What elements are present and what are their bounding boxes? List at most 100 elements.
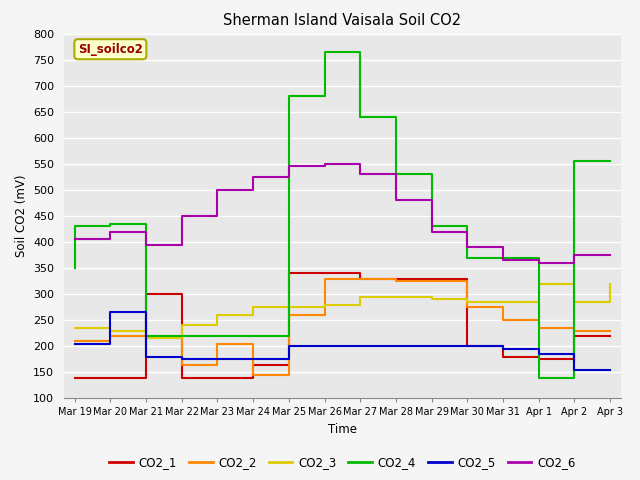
CO2_1 bbox=[535, 357, 543, 362]
CO2_5 bbox=[606, 367, 614, 372]
CO2_4 bbox=[321, 49, 328, 55]
CO2_1 bbox=[285, 270, 292, 276]
CO2_3 bbox=[463, 299, 471, 305]
CO2_4 bbox=[535, 255, 543, 261]
CO2_4 bbox=[71, 265, 79, 271]
CO2_6 bbox=[178, 213, 186, 219]
CO2_2 bbox=[142, 333, 150, 339]
CO2_4 bbox=[71, 224, 79, 229]
CO2_6 bbox=[499, 257, 507, 263]
CO2_4 bbox=[535, 375, 543, 381]
CO2_1 bbox=[499, 354, 507, 360]
CO2_4 bbox=[285, 93, 292, 99]
CO2_6 bbox=[250, 174, 257, 180]
CO2_2 bbox=[178, 336, 186, 341]
CO2_4 bbox=[106, 221, 114, 227]
CO2_3 bbox=[71, 325, 79, 331]
CO2_1 bbox=[463, 343, 471, 349]
CO2_4 bbox=[428, 224, 435, 229]
CO2_3 bbox=[178, 323, 186, 328]
CO2_1 bbox=[71, 375, 79, 381]
CO2_5 bbox=[178, 357, 186, 362]
CO2_2 bbox=[106, 333, 114, 339]
CO2_4 bbox=[178, 333, 186, 339]
CO2_5 bbox=[71, 341, 79, 347]
CO2_1 bbox=[428, 276, 435, 281]
CO2_2 bbox=[606, 328, 614, 334]
CO2_2 bbox=[392, 278, 400, 284]
CO2_1 bbox=[570, 333, 578, 339]
Text: SI_soilco2: SI_soilco2 bbox=[78, 43, 143, 56]
CO2_5 bbox=[499, 346, 507, 352]
CO2_5 bbox=[356, 343, 364, 349]
CO2_2 bbox=[142, 336, 150, 341]
CO2_1 bbox=[606, 333, 614, 339]
CO2_1 bbox=[250, 361, 257, 367]
CO2_5 bbox=[463, 343, 471, 349]
CO2_3 bbox=[535, 281, 543, 287]
CO2_1 bbox=[142, 291, 150, 297]
CO2_3 bbox=[321, 302, 328, 308]
CO2_2 bbox=[570, 328, 578, 334]
CO2_4 bbox=[214, 333, 221, 339]
CO2_3 bbox=[428, 297, 435, 302]
CO2_3 bbox=[499, 299, 507, 305]
CO2_4 bbox=[285, 333, 292, 339]
CO2_6 bbox=[570, 252, 578, 258]
Line: CO2_2: CO2_2 bbox=[75, 278, 610, 375]
CO2_3 bbox=[250, 304, 257, 310]
CO2_6 bbox=[106, 229, 114, 235]
CO2_6 bbox=[463, 244, 471, 250]
CO2_2 bbox=[285, 312, 292, 318]
CO2_5 bbox=[321, 343, 328, 349]
CO2_4 bbox=[356, 114, 364, 120]
CO2_5 bbox=[570, 367, 578, 372]
CO2_6 bbox=[392, 197, 400, 203]
CO2_2 bbox=[250, 372, 257, 378]
CO2_3 bbox=[142, 336, 150, 341]
Y-axis label: Soil CO2 (mV): Soil CO2 (mV) bbox=[15, 175, 28, 257]
CO2_4 bbox=[499, 255, 507, 261]
CO2_4 bbox=[606, 158, 614, 164]
CO2_2 bbox=[356, 276, 364, 281]
CO2_3 bbox=[285, 304, 292, 310]
CO2_5 bbox=[250, 357, 257, 362]
CO2_6 bbox=[428, 229, 435, 235]
CO2_4 bbox=[142, 333, 150, 339]
Legend: CO2_1, CO2_2, CO2_3, CO2_4, CO2_5, CO2_6: CO2_1, CO2_2, CO2_3, CO2_4, CO2_5, CO2_6 bbox=[104, 452, 580, 474]
CO2_2 bbox=[178, 361, 186, 367]
CO2_1 bbox=[178, 375, 186, 381]
CO2_2 bbox=[321, 276, 328, 281]
CO2_5 bbox=[392, 343, 400, 349]
Line: CO2_5: CO2_5 bbox=[75, 312, 610, 370]
CO2_6 bbox=[606, 252, 614, 258]
CO2_3 bbox=[392, 294, 400, 300]
CO2_4 bbox=[570, 158, 578, 164]
CO2_2 bbox=[214, 341, 221, 347]
CO2_1 bbox=[392, 276, 400, 281]
CO2_6 bbox=[142, 242, 150, 248]
X-axis label: Time: Time bbox=[328, 423, 357, 436]
CO2_6 bbox=[535, 260, 543, 266]
Line: CO2_6: CO2_6 bbox=[75, 164, 610, 263]
CO2_2 bbox=[71, 338, 79, 344]
CO2_3 bbox=[356, 294, 364, 300]
CO2_6 bbox=[214, 187, 221, 193]
CO2_3 bbox=[214, 312, 221, 318]
CO2_6 bbox=[356, 171, 364, 177]
CO2_6 bbox=[285, 164, 292, 169]
CO2_2 bbox=[428, 278, 435, 284]
CO2_4 bbox=[250, 333, 257, 339]
CO2_5 bbox=[428, 343, 435, 349]
CO2_4 bbox=[392, 171, 400, 177]
Line: CO2_1: CO2_1 bbox=[75, 273, 610, 378]
Title: Sherman Island Vaisala Soil CO2: Sherman Island Vaisala Soil CO2 bbox=[223, 13, 461, 28]
CO2_3 bbox=[106, 328, 114, 334]
CO2_1 bbox=[142, 375, 150, 381]
CO2_4 bbox=[463, 255, 471, 261]
CO2_1 bbox=[356, 276, 364, 281]
CO2_5 bbox=[106, 310, 114, 315]
CO2_3 bbox=[570, 299, 578, 305]
Line: CO2_3: CO2_3 bbox=[75, 284, 610, 338]
CO2_3 bbox=[606, 281, 614, 287]
